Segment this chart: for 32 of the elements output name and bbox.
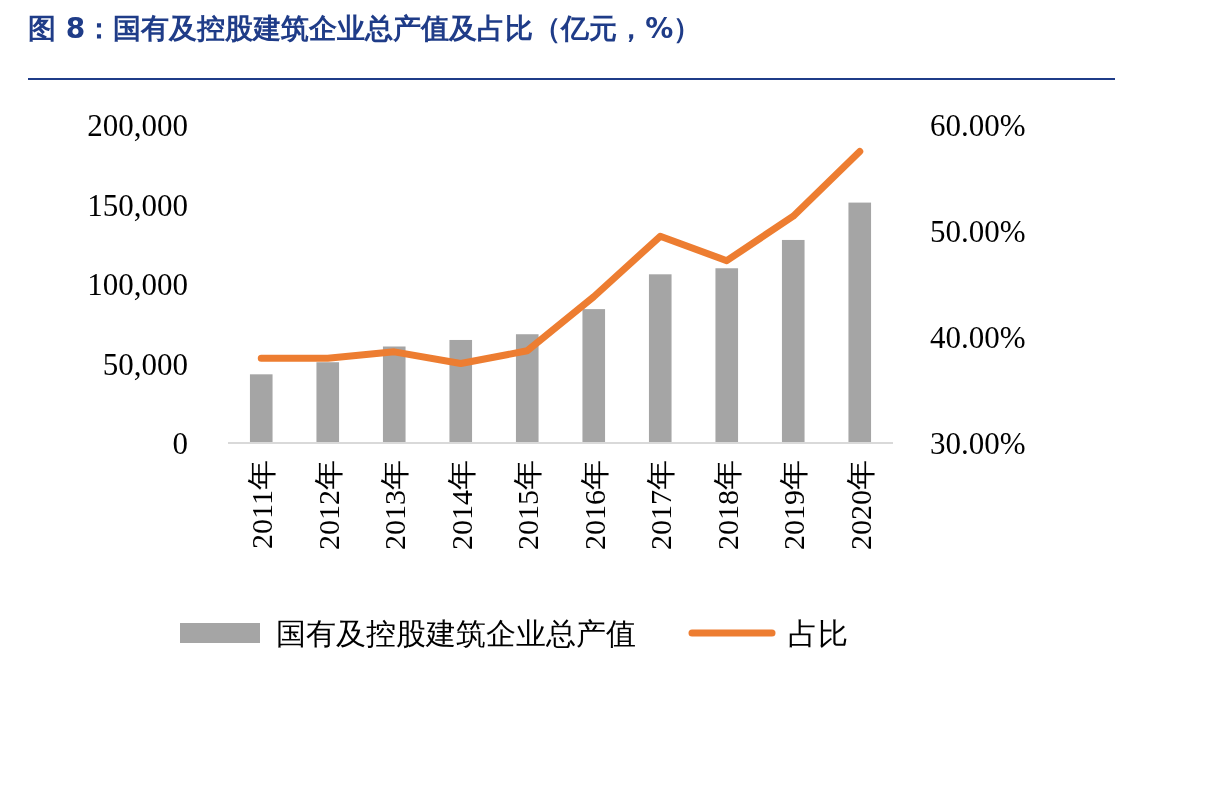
y-tick-label: 0: [172, 426, 188, 461]
x-tick-label: 2017年: [644, 460, 678, 550]
y-tick-label: 50,000: [102, 346, 188, 382]
bar: [648, 274, 672, 443]
x-tick-label: 2012年: [311, 460, 345, 550]
bar: [449, 339, 473, 443]
bar: [515, 334, 539, 443]
bar: [249, 374, 273, 443]
y2-tick-label: 50.00%: [930, 214, 1026, 249]
y2-tick-label: 40.00%: [930, 320, 1026, 355]
legend-label: 占比: [788, 616, 848, 651]
bar: [715, 268, 739, 443]
y2-tick-label: 60.00%: [930, 108, 1026, 143]
x-tick-label: 2015年: [511, 460, 545, 550]
y-tick-label: 100,000: [87, 267, 188, 302]
legend-label: 国有及控股建筑企业总产值: [276, 616, 636, 651]
y2-tick-label: 30.00%: [930, 426, 1026, 461]
x-tick-label: 2014年: [444, 460, 478, 550]
y-tick-label: 200,000: [87, 108, 188, 143]
x-tick-label: 2013年: [378, 460, 412, 550]
bar: [582, 309, 606, 443]
y-tick-label: 150,000: [87, 187, 188, 223]
x-tick-label: 2018年: [710, 460, 744, 550]
x-tick-label: 2016年: [577, 460, 611, 550]
bar: [848, 202, 872, 443]
x-tick-label: 2019年: [777, 460, 811, 550]
bar: [382, 346, 406, 443]
x-tick-label: 2020年: [843, 460, 877, 550]
bar: [781, 239, 805, 443]
bar: [316, 362, 340, 443]
x-tick-label: 2011年: [245, 460, 279, 549]
chart-title: 图 8：国有及控股建筑企业总产值及占比（亿元，%）: [28, 12, 702, 45]
